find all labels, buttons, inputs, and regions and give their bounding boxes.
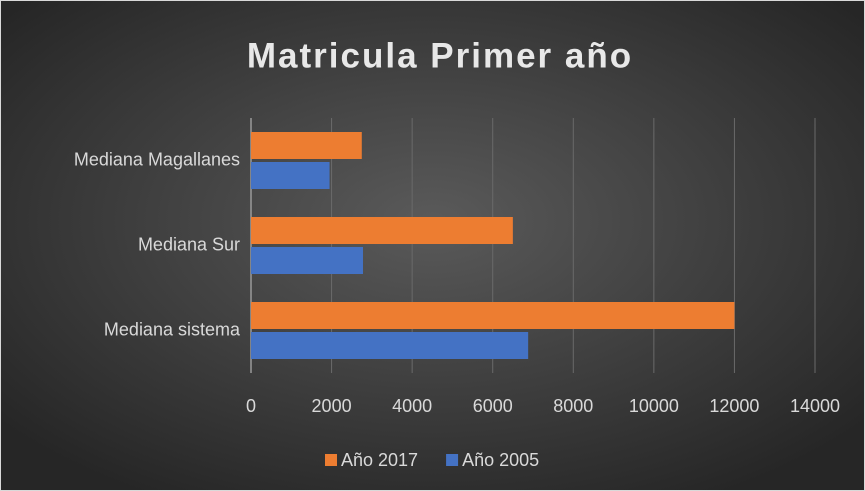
y-tick-label: Mediana Magallanes — [74, 149, 240, 169]
bar — [251, 132, 362, 159]
x-tick-label: 8000 — [553, 396, 593, 416]
x-tick-label: 10000 — [629, 396, 679, 416]
bar — [251, 332, 529, 359]
x-tick-label: 2000 — [312, 396, 352, 416]
x-tick-label: 14000 — [790, 396, 840, 416]
x-tick-label: 0 — [246, 396, 256, 416]
chart-title: Matricula Primer año — [247, 36, 633, 75]
bar — [251, 247, 363, 274]
x-tick-label: 6000 — [473, 396, 513, 416]
x-tick-label: 4000 — [392, 396, 432, 416]
legend-label: Año 2017 — [341, 450, 418, 470]
legend-label: Año 2005 — [462, 450, 539, 470]
y-tick-label: Mediana Sur — [138, 234, 240, 254]
y-tick-label: Mediana sistema — [104, 319, 241, 339]
bar — [251, 162, 330, 189]
legend-swatch — [325, 454, 337, 466]
x-tick-label: 12000 — [709, 396, 759, 416]
bar — [251, 217, 513, 244]
legend-swatch — [446, 454, 459, 466]
bar — [251, 302, 735, 329]
